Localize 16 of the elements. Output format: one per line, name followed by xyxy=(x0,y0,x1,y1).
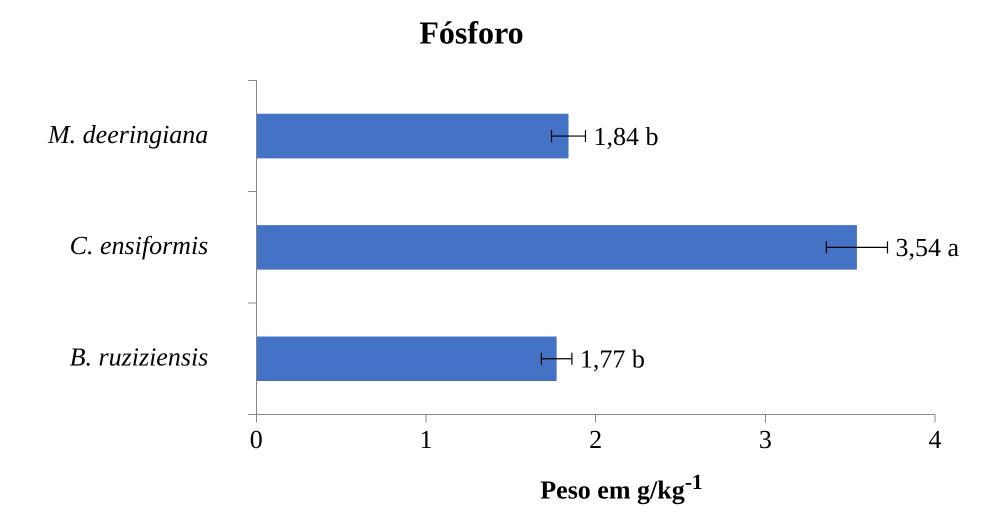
x-tick-label: 4 xyxy=(928,424,942,454)
data-label: 1,77 b xyxy=(580,344,645,374)
chart-title: Fósforo xyxy=(419,14,524,50)
bar xyxy=(256,225,857,270)
x-axis-title: Peso em g/kg$^{-1}$ xyxy=(539,470,704,506)
data-label: 3,54 a xyxy=(895,233,960,262)
x-tick-label: 0 xyxy=(250,424,263,454)
y-tick-label: M. deeringiana xyxy=(46,120,208,149)
x-tick-label: 2 xyxy=(589,424,602,454)
x-tick-label: 3 xyxy=(758,424,772,454)
data-label: 1,84 b xyxy=(593,122,658,151)
bar xyxy=(256,114,569,158)
y-tick-label: C. ensiformis xyxy=(70,231,208,260)
y-tick-label: B. ruziziensis xyxy=(70,342,208,372)
x-tick-label: 1 xyxy=(419,424,432,454)
bar xyxy=(256,336,557,381)
